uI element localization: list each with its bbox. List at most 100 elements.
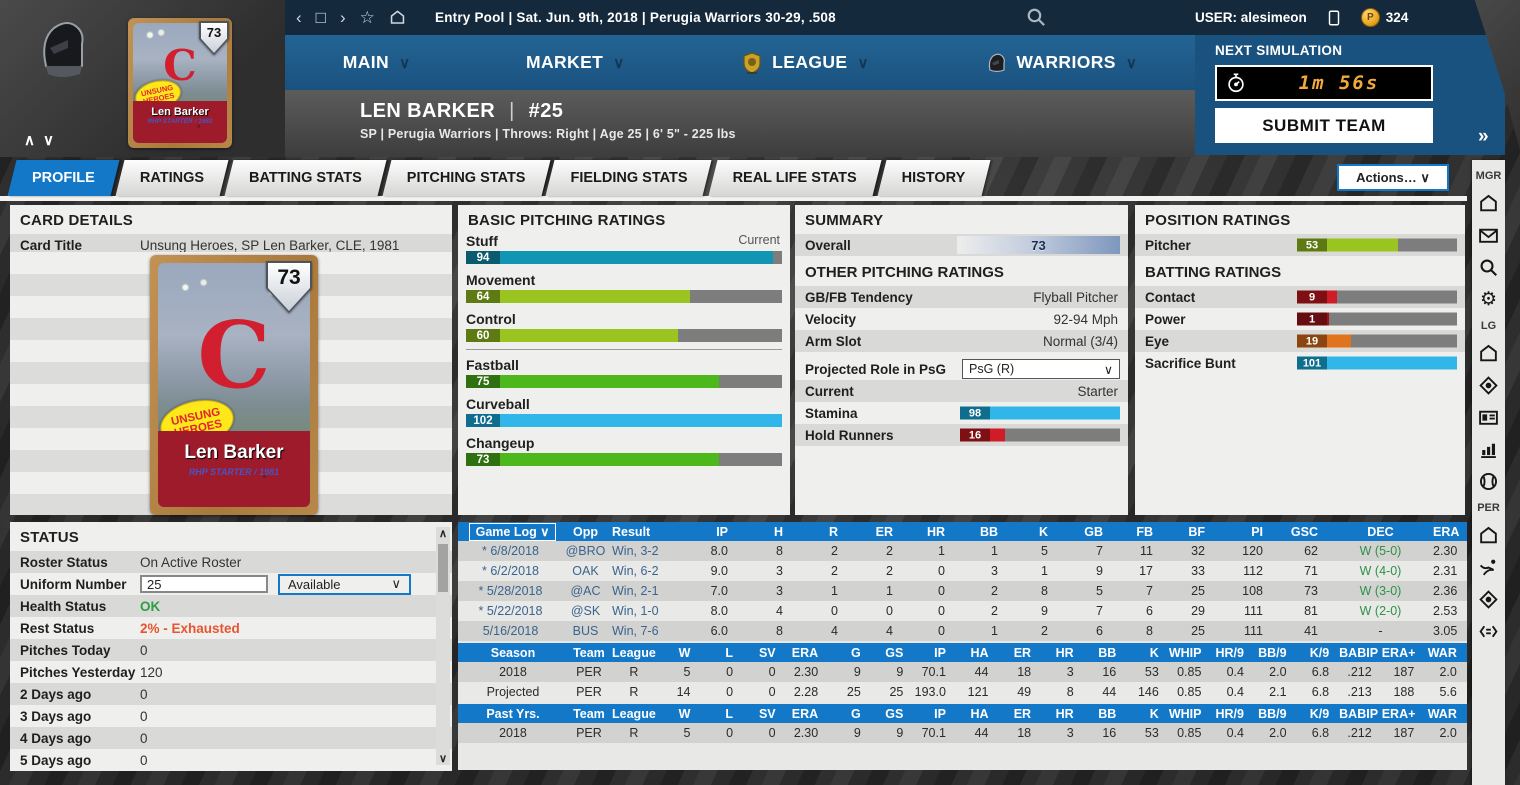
column-header[interactable]: GB: [1084, 524, 1103, 539]
home-icon[interactable]: [1478, 193, 1499, 214]
home-icon[interactable]: [389, 9, 406, 26]
column-header[interactable]: BB/9: [1258, 706, 1287, 721]
nav-item-main[interactable]: MAIN ∨: [343, 52, 411, 73]
status-scrollbar[interactable]: ∧ ∨: [436, 527, 450, 765]
pitcher-icon[interactable]: [1478, 557, 1499, 578]
scout-icon[interactable]: [1478, 375, 1499, 396]
column-header[interactable]: Result: [612, 524, 651, 539]
column-header[interactable]: Game Log ∨: [458, 522, 563, 541]
column-header[interactable]: PI: [1251, 524, 1263, 539]
ticket-icon[interactable]: [1325, 9, 1343, 27]
column-header[interactable]: H: [773, 524, 783, 539]
column-header[interactable]: BF: [1188, 524, 1205, 539]
column-header[interactable]: Team: [573, 645, 605, 660]
column-header[interactable]: HR: [1055, 645, 1074, 660]
column-header[interactable]: DEC: [1367, 524, 1394, 539]
column-header[interactable]: Season: [490, 645, 536, 660]
column-header[interactable]: ERA: [791, 706, 819, 721]
column-header[interactable]: BB: [979, 524, 998, 539]
column-header[interactable]: ERA+: [1381, 706, 1416, 721]
column-header[interactable]: WHIP: [1168, 645, 1202, 660]
card-icon[interactable]: [1478, 407, 1499, 428]
column-header[interactable]: WAR: [1427, 645, 1457, 660]
gear-icon[interactable]: ⚙: [1479, 289, 1498, 310]
nav-item-league[interactable]: LEAGUE ∨: [740, 51, 869, 75]
stats-icon[interactable]: [1478, 439, 1499, 460]
player-card-thumbnail[interactable]: C UNSUNG HEROES Len Barker RHP STARTER /…: [128, 18, 232, 148]
game-log-selector[interactable]: Game Log ∨: [468, 522, 557, 541]
favorite-star-icon[interactable]: ☆: [359, 8, 375, 27]
column-header[interactable]: IP: [934, 706, 946, 721]
column-header[interactable]: ER: [1013, 645, 1032, 660]
mail-icon[interactable]: [1478, 225, 1499, 246]
column-header[interactable]: FB: [1136, 524, 1153, 539]
knight-helmet-avatar[interactable]: [28, 14, 96, 82]
tab-batting-stats[interactable]: BATTING STATS: [224, 160, 387, 196]
column-header[interactable]: GS: [885, 706, 904, 721]
column-header[interactable]: ERA: [791, 645, 819, 660]
uniform-number-input[interactable]: [140, 575, 268, 593]
column-header[interactable]: K: [1038, 524, 1048, 539]
baseball-icon[interactable]: [1478, 471, 1499, 492]
column-header[interactable]: HA: [970, 706, 989, 721]
column-header[interactable]: L: [725, 645, 734, 660]
window-icon[interactable]: □: [315, 8, 326, 27]
tab-fielding-stats[interactable]: FIELDING STATS: [545, 160, 713, 196]
scroll-down-arrow[interactable]: ∨: [438, 753, 448, 765]
column-header[interactable]: W: [678, 706, 691, 721]
tab-profile[interactable]: PROFILE: [7, 160, 120, 196]
table-row[interactable]: * 6/2/2018 OAK Win, 6-2 9.0 3 2 2 0 3 1 9 17 33 112 71…: [458, 561, 1467, 581]
home-icon[interactable]: [1478, 343, 1499, 364]
column-header[interactable]: ERA: [1433, 524, 1460, 539]
actions-button[interactable]: Actions… ∨: [1337, 164, 1449, 191]
column-header[interactable]: GSC: [1290, 524, 1318, 539]
column-header[interactable]: Team: [573, 706, 605, 721]
scroll-up-arrow[interactable]: ∧: [438, 528, 448, 540]
column-header[interactable]: HR/9: [1215, 706, 1244, 721]
column-header[interactable]: HR: [1055, 706, 1074, 721]
column-header[interactable]: GS: [885, 645, 904, 660]
table-row[interactable]: 2018 PER R 5 0 0 2.30 9 9 70.1 44 18 3 16 53 0.85 0.4 2.0…: [458, 723, 1467, 743]
table-row[interactable]: * 6/8/2018 @BRO Win, 3-2 8.0 8 2 2 1 1 5 7 11 32 120 6…: [458, 541, 1467, 561]
column-header[interactable]: BB/9: [1258, 645, 1287, 660]
tab-ratings[interactable]: RATINGS: [115, 160, 229, 196]
nav-item-market[interactable]: MARKET ∨: [526, 52, 625, 73]
table-row[interactable]: Projected PER R 14 0 0 2.28 25 25 193.0 121 49 8 44 14…: [458, 682, 1467, 702]
column-header[interactable]: G: [851, 706, 861, 721]
column-header[interactable]: League: [612, 706, 656, 721]
transactions-icon[interactable]: [1478, 621, 1499, 642]
submit-team-button[interactable]: SUBMIT TEAM: [1215, 108, 1433, 143]
column-header[interactable]: ER: [875, 524, 893, 539]
column-header[interactable]: BB: [1098, 645, 1117, 660]
collapse-arrows[interactable]: ∧∨: [24, 132, 62, 149]
player-card-large[interactable]: C UNSUNG HEROES Len Barker RHP STARTER /…: [150, 255, 318, 515]
table-row[interactable]: 5/16/2018 BUS Win, 7-6 6.0 8 4 4 0 1 2 6 8 25 111 41 - 3…: [458, 621, 1467, 641]
column-header[interactable]: HR/9: [1215, 645, 1244, 660]
column-header[interactable]: W: [678, 645, 691, 660]
tab-real-life-stats[interactable]: REAL LIFE STATS: [708, 160, 882, 196]
forward-icon[interactable]: ›: [339, 8, 346, 27]
table-row[interactable]: * 5/28/2018 @AC Win, 2-1 7.0 3 1 1 0 2 8 5 7 25 108 73…: [458, 581, 1467, 601]
column-header[interactable]: BABIP: [1339, 645, 1379, 660]
search-icon[interactable]: [1478, 257, 1499, 278]
expand-chevrons[interactable]: »: [1478, 126, 1489, 147]
column-header[interactable]: Past Yrs.: [486, 706, 540, 721]
column-header[interactable]: ER: [1013, 706, 1032, 721]
column-header[interactable]: K/9: [1309, 706, 1330, 721]
column-header[interactable]: HR: [926, 524, 945, 539]
nav-item-warriors[interactable]: WARRIORS ∨: [984, 51, 1137, 75]
column-header[interactable]: Opp: [573, 524, 598, 539]
tab-pitching-stats[interactable]: PITCHING STATS: [382, 160, 550, 196]
column-header[interactable]: K: [1149, 645, 1159, 660]
scout-icon[interactable]: [1478, 589, 1499, 610]
column-header[interactable]: R: [828, 524, 838, 539]
column-header[interactable]: SV: [758, 706, 776, 721]
search-icon[interactable]: [1025, 6, 1047, 28]
home-icon[interactable]: [1478, 525, 1499, 546]
table-row[interactable]: * 5/22/2018 @SK Win, 1-0 8.0 4 0 0 0 2 9 7 6 29 111 81…: [458, 601, 1467, 621]
scroll-thumb[interactable]: [438, 544, 448, 592]
column-header[interactable]: BABIP: [1339, 706, 1379, 721]
tab-history[interactable]: HISTORY: [877, 160, 990, 196]
table-row[interactable]: 2018 PER R 5 0 0 2.30 9 9 70.1 44 18 3 16 53 0.85 0.4 2.0…: [458, 662, 1467, 682]
column-header[interactable]: IP: [934, 645, 946, 660]
